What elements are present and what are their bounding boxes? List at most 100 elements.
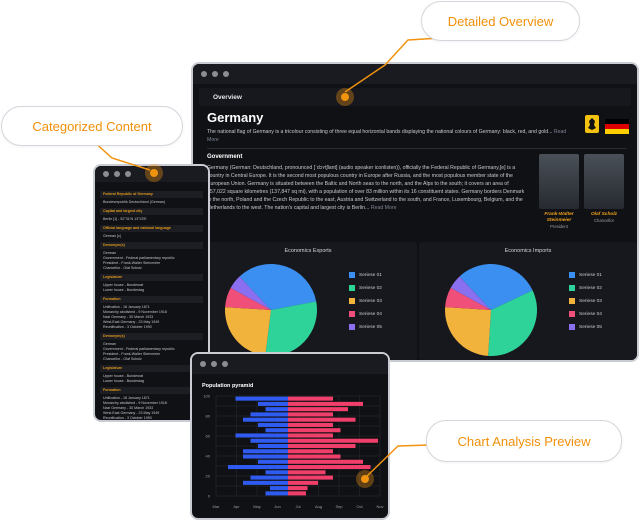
hotspot-pin[interactable]	[145, 164, 163, 182]
window-close-dot[interactable]	[200, 361, 206, 367]
pie-slice[interactable]	[230, 276, 271, 310]
category-line: Reunification - 3 October 1990	[103, 325, 152, 329]
pyramid-bar[interactable]	[288, 401, 363, 406]
window-close-dot[interactable]	[201, 71, 207, 77]
category-line: Chancellor - Olaf Scholz	[103, 357, 142, 361]
window-minimize-dot[interactable]	[114, 171, 120, 177]
pie-slice[interactable]	[225, 287, 271, 310]
person-card-president[interactable]: Frank-Walter Steinmeier President	[539, 154, 579, 229]
pyramid-bar[interactable]	[265, 428, 289, 433]
window-maximize-dot[interactable]	[222, 361, 228, 367]
pyramid-bar[interactable]	[288, 449, 333, 454]
divider	[207, 148, 627, 149]
pyramid-bar[interactable]	[258, 443, 288, 449]
category-heading[interactable]: Demonym(s)	[100, 333, 203, 340]
pyramid-bar[interactable]	[235, 396, 289, 401]
pyramid-bar[interactable]	[288, 459, 363, 464]
x-tick-label: Jul	[295, 504, 300, 509]
pie-slice[interactable]	[445, 307, 491, 356]
pyramid-bar[interactable]	[235, 433, 289, 438]
category-heading[interactable]: Official language and national language	[100, 225, 203, 232]
pyramid-bar[interactable]	[258, 401, 288, 406]
pyramid-bar[interactable]	[288, 438, 378, 443]
category-line: Nazi Germany - 30 March 1933	[103, 315, 154, 319]
chart-preview-window: Population pyramid 100 80 60 40 20 0 Mar Apr May…	[190, 352, 390, 520]
pie-slice[interactable]	[265, 301, 317, 356]
pyramid-bar[interactable]	[250, 475, 289, 480]
pyramid-bar[interactable]	[288, 475, 333, 480]
pie-slice[interactable]	[225, 307, 271, 356]
hotspot-pin[interactable]	[336, 88, 354, 106]
pyramid-bar[interactable]	[288, 465, 371, 470]
pyramid-bar[interactable]	[288, 407, 348, 412]
category-line: West-East Germany - 23 May 1949	[103, 320, 160, 324]
categorized-content-window: Federal Republic of Germany Bundesrepubli…	[93, 164, 210, 422]
pie-slice[interactable]	[445, 287, 491, 310]
pyramid-bar[interactable]	[243, 454, 288, 459]
pyramid-bar[interactable]	[243, 417, 288, 422]
window-close-dot[interactable]	[103, 171, 109, 177]
legend-item: Seriese 01	[349, 272, 382, 278]
y-tick-label: 100	[203, 394, 210, 399]
pyramid-bar[interactable]	[288, 491, 306, 496]
pyramid-bar[interactable]	[243, 480, 288, 485]
pie-slice[interactable]	[459, 264, 533, 310]
legend-label: Seriese 04	[359, 311, 382, 317]
category-heading[interactable]: Formation	[100, 387, 203, 394]
pyramid-bar[interactable]	[243, 449, 288, 454]
flag-description: The national flag of Germany is a tricol…	[207, 128, 577, 144]
window-minimize-dot[interactable]	[212, 71, 218, 77]
pyramid-bar[interactable]	[228, 465, 288, 470]
legend-swatch	[569, 272, 575, 278]
pyramid-bar[interactable]	[288, 417, 356, 422]
pyramid-bar[interactable]	[288, 443, 356, 449]
pyramid-bar[interactable]	[288, 486, 308, 491]
pyramid-bar[interactable]	[288, 396, 333, 401]
pyramid-bar[interactable]	[258, 422, 288, 427]
window-minimize-dot[interactable]	[211, 361, 217, 367]
pyramid-bar[interactable]	[250, 412, 289, 417]
window-maximize-dot[interactable]	[223, 71, 229, 77]
pyramid-bar[interactable]	[288, 428, 341, 433]
legend-swatch	[349, 311, 355, 317]
category-line: Monarchy abolished - 9 November 1918	[103, 310, 167, 314]
category-heading[interactable]: Capital and largest city	[100, 208, 203, 215]
y-tick-label: 60	[206, 434, 211, 439]
category-heading[interactable]: Demonym(s)	[100, 242, 203, 249]
president-photo	[539, 154, 579, 209]
category-heading[interactable]: Legislature	[100, 365, 203, 372]
window-maximize-dot[interactable]	[125, 171, 131, 177]
read-more-link[interactable]: Read More	[207, 129, 567, 143]
y-tick-label: 0	[208, 494, 211, 499]
government-read-more-link[interactable]: Read More	[370, 205, 397, 211]
pyramid-bar[interactable]	[288, 480, 318, 485]
imports-panel: Economics Imports Seriese 01 Seriese 02 …	[419, 242, 637, 360]
pyramid-bar[interactable]	[258, 459, 288, 464]
pyramid-bar[interactable]	[288, 422, 333, 427]
person-card-chancellor[interactable]: Olaf Scholz Chancellor	[584, 154, 624, 223]
category-line: Unification - 18 January 1871	[103, 305, 150, 309]
pyramid-bar[interactable]	[265, 407, 289, 412]
flag-band-gold	[605, 129, 629, 134]
callout-categorized-content: Categorized Content	[1, 106, 183, 146]
legend-item: Seriese 02	[349, 285, 382, 291]
pyramid-bar[interactable]	[270, 486, 288, 491]
pyramid-bar[interactable]	[288, 454, 341, 459]
category-line: Lower house - Bundestag	[103, 379, 144, 383]
pyramid-bar[interactable]	[265, 470, 289, 475]
category-heading[interactable]: Legislature	[100, 274, 203, 281]
pyramid-bar[interactable]	[250, 438, 289, 443]
pie-slice[interactable]	[488, 290, 537, 356]
pyramid-bar[interactable]	[265, 491, 289, 496]
category-heading[interactable]: Federal Republic of Germany	[100, 191, 203, 198]
pie-slice[interactable]	[450, 276, 491, 310]
hotspot-pin[interactable]	[356, 470, 374, 488]
pyramid-bar[interactable]	[288, 470, 326, 475]
pyramid-bar[interactable]	[288, 412, 333, 417]
legend-label: Seriese 02	[579, 285, 602, 291]
pyramid-bar[interactable]	[288, 433, 333, 438]
category-heading[interactable]: Formation	[100, 296, 203, 303]
pie-slice[interactable]	[239, 264, 317, 310]
chancellor-name: Olaf Scholz	[590, 212, 618, 217]
